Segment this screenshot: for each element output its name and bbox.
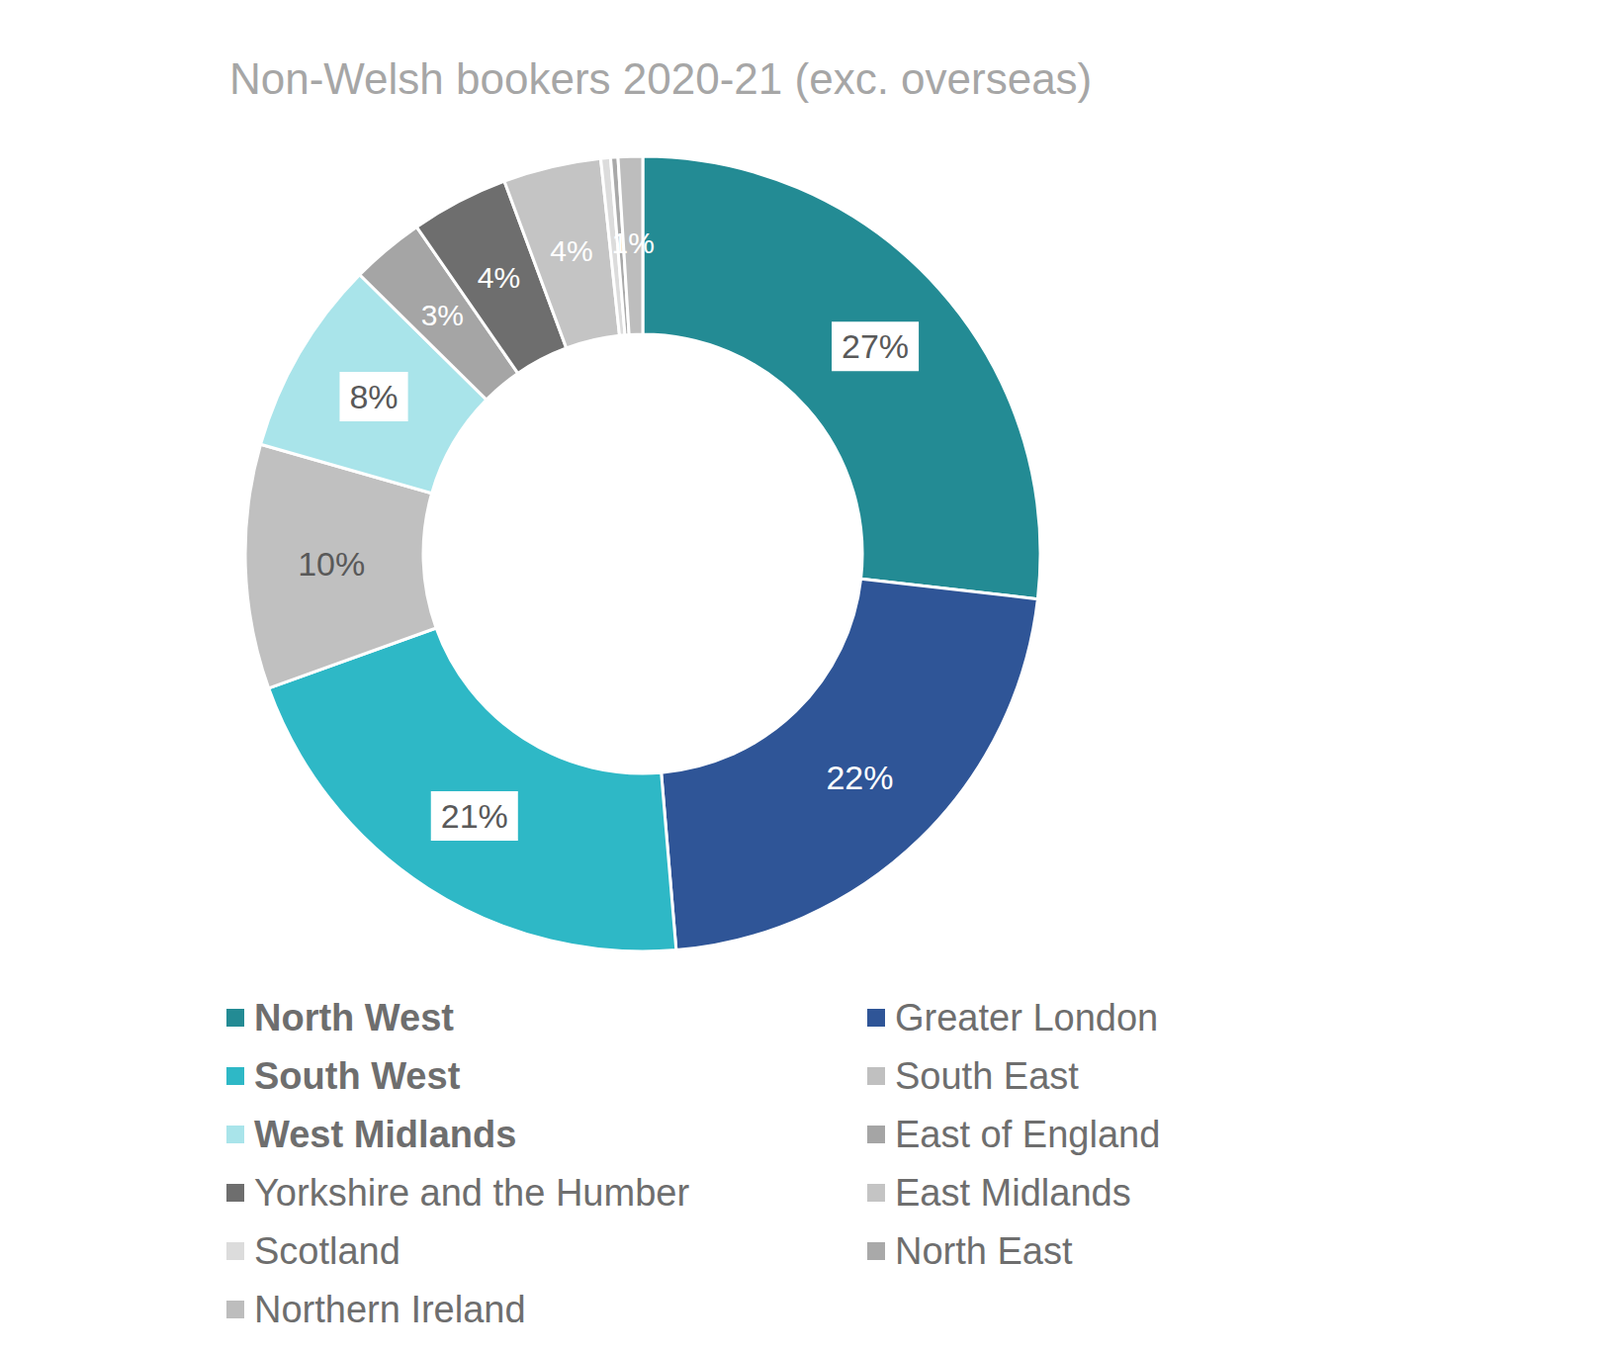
svg-text:4%: 4% [549,234,593,267]
svg-text:27%: 27% [841,327,909,365]
svg-text:North West: North West [254,996,454,1039]
svg-text:Non-Welsh bookers 2020-21 (exc: Non-Welsh bookers 2020-21 (exc. overseas… [229,54,1092,103]
svg-text:1%: 1% [611,226,654,260]
svg-text:Greater London: Greater London [894,996,1158,1039]
svg-text:East of England: East of England [894,1113,1160,1156]
svg-text:21%: 21% [441,797,509,835]
svg-text:South East: South East [894,1055,1079,1097]
svg-text:North East: North East [894,1230,1073,1272]
svg-text:Scotland: Scotland [254,1230,401,1272]
svg-text:22%: 22% [825,758,893,797]
svg-text:10%: 10% [297,544,365,583]
svg-text:Yorkshire and the Humber: Yorkshire and the Humber [254,1171,690,1214]
svg-text:East Midlands: East Midlands [894,1171,1132,1214]
svg-text:South West: South West [254,1055,461,1097]
svg-text:4%: 4% [477,261,521,294]
svg-text:West Midlands: West Midlands [254,1113,517,1156]
svg-text:Northern Ireland: Northern Ireland [254,1288,527,1331]
svg-text:8%: 8% [349,377,398,416]
svg-text:3%: 3% [421,298,464,332]
